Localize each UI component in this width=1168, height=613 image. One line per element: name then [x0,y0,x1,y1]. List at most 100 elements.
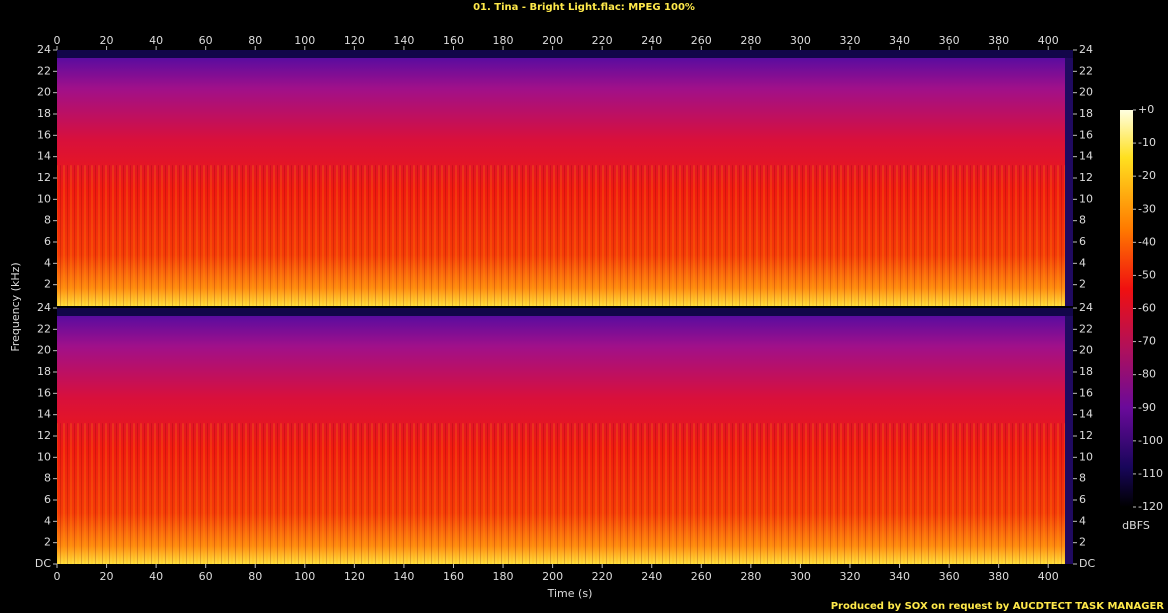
spectrogram-top [57,308,1073,316]
colorbar-tick-label: -10 [1138,136,1156,149]
x-tick-label: 300 [790,570,811,583]
y-tick-label: 12 [37,429,51,442]
y-tick-label: 8 [1079,214,1086,227]
y-tick-label: 16 [1079,386,1093,399]
y-tick-label: 16 [37,128,51,141]
y-tick-label: 24 [1079,301,1093,314]
x-tick-label: 140 [393,34,414,47]
y-tick-label: 4 [44,514,51,527]
x-tick-label: 240 [641,34,662,47]
x-tick-label: 360 [939,34,960,47]
x-tick-label: 220 [592,570,613,583]
x-tick-label: 20 [100,34,114,47]
x-tick-label: 180 [493,34,514,47]
x-tick-label: 40 [149,34,163,47]
x-tick-label: 20 [100,570,114,583]
y-tick-label: 10 [1079,192,1093,205]
y-tick-label: 10 [1079,450,1093,463]
y-tick-label: 8 [1079,472,1086,485]
x-tick-label: 120 [344,570,365,583]
spectrogram-texture [57,423,1073,564]
y-tick-label: 16 [37,386,51,399]
x-tick-label: 220 [592,34,613,47]
colorbar-tick-label: +0 [1138,103,1154,116]
x-tick-label: 100 [294,570,315,583]
spectrogram-top [57,50,1073,58]
x-tick-label: 200 [542,570,563,583]
colorbar-tick-label: -60 [1138,302,1156,315]
y-tick-label: 6 [1079,235,1086,248]
x-tick-label: 60 [199,570,213,583]
y-tick-label: 20 [37,344,51,357]
y-tick-label: 22 [37,64,51,77]
x-tick-label: 340 [889,570,910,583]
x-tick-label: 380 [988,570,1009,583]
y-tick-label: 20 [1079,344,1093,357]
x-tick-label: 320 [839,34,860,47]
x-tick-label: 160 [443,570,464,583]
x-tick-label: 280 [740,34,761,47]
x-tick-label: 400 [1038,570,1059,583]
y-tick-label: 4 [1079,514,1086,527]
colorbar-tick-label: -80 [1138,368,1156,381]
y-tick-label: 24 [1079,43,1093,56]
y-tick-label: 16 [1079,128,1093,141]
x-tick-label: 300 [790,34,811,47]
x-tick-label: 340 [889,34,910,47]
y-tick-label: 20 [37,86,51,99]
x-tick-label: 180 [493,570,514,583]
y-tick-label: 2 [44,278,51,291]
y-axis-label: Frequency (kHz) [9,262,22,351]
y-tick-label: 18 [37,107,51,120]
colorbar-tick-label: -40 [1138,235,1156,248]
y-tick-label: 18 [1079,365,1093,378]
x-tick-label: 380 [988,34,1009,47]
x-tick-label: 160 [443,34,464,47]
colorbar-tick-label: -70 [1138,335,1156,348]
x-tick-label: 120 [344,34,365,47]
spectrogram-texture [57,165,1073,306]
colorbar-tick-label: -20 [1138,169,1156,182]
x-tick-label: 0 [54,34,61,47]
y-tick-label: 22 [1079,64,1093,77]
y-tick-label: 20 [1079,86,1093,99]
x-axis-label: Time (s) [547,587,593,600]
x-tick-label: 240 [641,570,662,583]
x-tick-label: 80 [248,570,262,583]
y-tick-label: 6 [44,493,51,506]
y-tick-label: 6 [1079,493,1086,506]
x-tick-label: 360 [939,570,960,583]
y-tick-label: 14 [37,150,51,163]
y-tick-label: 8 [44,214,51,227]
x-tick-label: 260 [691,570,712,583]
x-tick-label: 260 [691,34,712,47]
y-tick-label: 18 [37,365,51,378]
x-tick-label: 320 [839,570,860,583]
y-tick-label: 4 [1079,256,1086,269]
y-tick-label: 12 [1079,429,1093,442]
x-tick-label: 80 [248,34,262,47]
spectrogram-edge [1065,50,1073,306]
y-tick-label: 22 [37,322,51,335]
y-tick-label: 2 [1079,536,1086,549]
x-tick-label: 140 [393,570,414,583]
colorbar-tick-label: -100 [1138,434,1163,447]
y-tick-label: 2 [1079,278,1086,291]
y-tick-label: 14 [37,408,51,421]
colorbar-tick-label: -30 [1138,202,1156,215]
y-tick-label: 14 [1079,408,1093,421]
colorbar [1120,110,1133,507]
spectrogram-edge [1065,308,1073,564]
colorbar-label: dBFS [1122,519,1150,532]
y-tick-label: 4 [44,256,51,269]
y-tick-label: 6 [44,235,51,248]
y-tick-label: 22 [1079,322,1093,335]
y-tick-label: 10 [37,450,51,463]
x-tick-label: 400 [1038,34,1059,47]
colorbar-tick-label: -120 [1138,500,1163,513]
title: 01. Tina - Bright Light.flac: MPEG 100% [473,2,695,13]
y-tick-label: 24 [37,43,51,56]
y-tick-label: DC [35,557,51,570]
